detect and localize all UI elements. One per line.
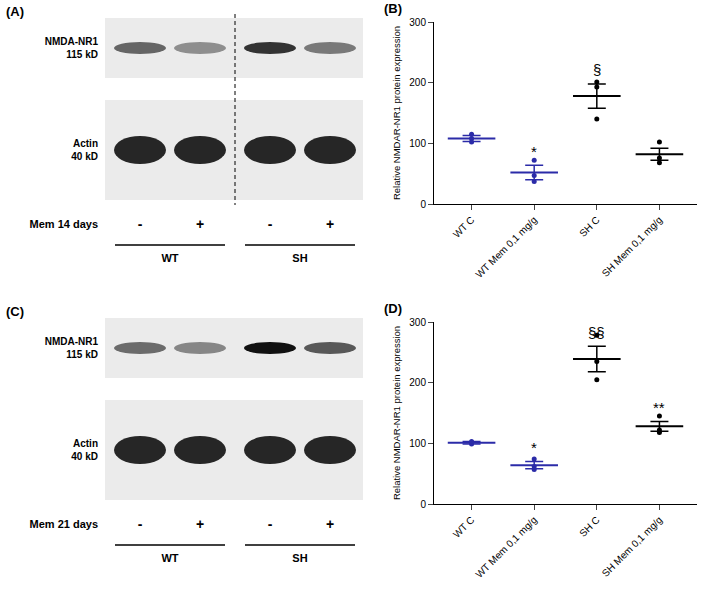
svg-text:Actin: Actin [73, 138, 98, 149]
svg-text:300: 300 [409, 17, 426, 28]
svg-text:+: + [326, 516, 334, 532]
svg-text:(C): (C) [6, 304, 24, 319]
svg-text:WT Mem 0,1 mg/g: WT Mem 0,1 mg/g [473, 214, 539, 280]
svg-text:WT C: WT C [451, 514, 477, 540]
svg-text:SH C: SH C [577, 214, 602, 239]
svg-text:WT: WT [161, 252, 178, 264]
svg-text:-: - [268, 516, 273, 532]
svg-text:115 kD: 115 kD [66, 49, 98, 60]
svg-text:200: 200 [409, 77, 426, 88]
svg-text:40 kD: 40 kD [71, 151, 98, 162]
svg-text:*: * [531, 439, 537, 456]
svg-text:0: 0 [420, 499, 426, 510]
svg-text:NMDA-NR1: NMDA-NR1 [45, 336, 99, 347]
svg-text:+: + [196, 216, 204, 232]
svg-text:100: 100 [409, 138, 426, 149]
svg-text:WT C: WT C [451, 214, 477, 240]
svg-text:Relative NMDAR-NR1 protein exp: Relative NMDAR-NR1 protein expression [391, 26, 402, 200]
svg-text:SH Mem 0,1 mg/g: SH Mem 0,1 mg/g [600, 214, 665, 279]
svg-text:§§: §§ [588, 324, 605, 341]
svg-text:40 kD: 40 kD [71, 451, 98, 462]
svg-text:+: + [196, 516, 204, 532]
svg-text:SH: SH [292, 552, 307, 564]
svg-text:NMDA-NR1: NMDA-NR1 [45, 36, 99, 47]
svg-text:-: - [138, 216, 143, 232]
svg-text:Mem 14 days: Mem 14 days [30, 218, 98, 230]
svg-text:200: 200 [409, 377, 426, 388]
svg-text:§: § [593, 61, 601, 78]
svg-text:SH: SH [292, 252, 307, 264]
svg-text:SH Mem 0,1 mg/g: SH Mem 0,1 mg/g [600, 514, 665, 579]
svg-text:*: * [531, 143, 537, 160]
svg-text:Relative NMDAR-NR1 protein exp: Relative NMDAR-NR1 protein expression [391, 326, 402, 500]
svg-text:(A): (A) [6, 4, 24, 19]
svg-text:Actin: Actin [73, 438, 98, 449]
svg-text:WT Mem 0,1 mg/g: WT Mem 0,1 mg/g [473, 514, 539, 580]
svg-text:300: 300 [409, 317, 426, 328]
svg-text:-: - [138, 516, 143, 532]
svg-text:0: 0 [420, 199, 426, 210]
svg-text:WT: WT [161, 552, 178, 564]
svg-text:100: 100 [409, 438, 426, 449]
svg-text:115 kD: 115 kD [66, 349, 98, 360]
svg-text:SH C: SH C [577, 514, 602, 539]
svg-text:**: ** [653, 399, 665, 416]
svg-text:Mem 21 days: Mem 21 days [30, 518, 98, 530]
svg-text:(B): (B) [384, 1, 402, 16]
svg-text:(D): (D) [384, 301, 402, 316]
svg-text:-: - [268, 216, 273, 232]
svg-text:+: + [326, 216, 334, 232]
